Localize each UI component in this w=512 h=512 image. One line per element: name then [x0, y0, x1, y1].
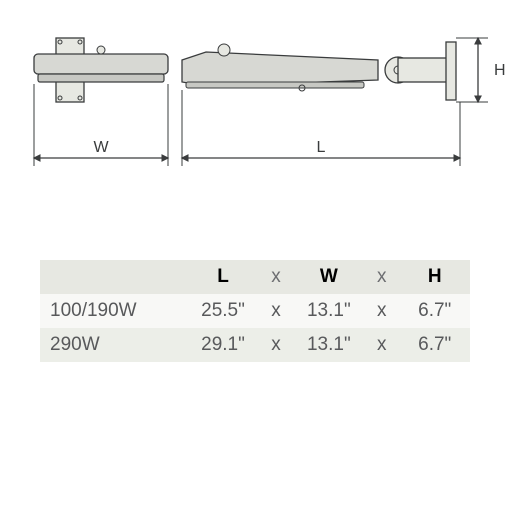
cell-L: 29.1"	[188, 328, 259, 362]
col-model-header	[40, 260, 188, 294]
svg-text:H: H	[494, 62, 506, 79]
col-W-header: W	[294, 260, 365, 294]
cell-H: 6.7"	[399, 328, 470, 362]
fixture-diagram: W L H	[0, 0, 512, 210]
cell-model: 100/190W	[40, 294, 188, 328]
cell-x: x	[364, 328, 399, 362]
cell-x: x	[258, 294, 293, 328]
cell-H: 6.7"	[399, 294, 470, 328]
cell-W: 13.1"	[294, 328, 365, 362]
svg-text:W: W	[93, 139, 109, 156]
svg-text:L: L	[317, 139, 326, 156]
col-x1-header: x	[258, 260, 293, 294]
stage: W L H L x W x H 100/190W 25.5" x 13.1" x 6…	[0, 0, 512, 512]
col-H-header: H	[399, 260, 470, 294]
col-x2-header: x	[364, 260, 399, 294]
cell-x: x	[258, 328, 293, 362]
table-header-row: L x W x H	[40, 260, 470, 294]
dimensions-table: L x W x H 100/190W 25.5" x 13.1" x 6.7" …	[40, 260, 470, 362]
col-L-header: L	[188, 260, 259, 294]
cell-x: x	[364, 294, 399, 328]
cell-model: 290W	[40, 328, 188, 362]
table-row: 100/190W 25.5" x 13.1" x 6.7"	[40, 294, 470, 328]
table-row: 290W 29.1" x 13.1" x 6.7"	[40, 328, 470, 362]
cell-W: 13.1"	[294, 294, 365, 328]
cell-L: 25.5"	[188, 294, 259, 328]
